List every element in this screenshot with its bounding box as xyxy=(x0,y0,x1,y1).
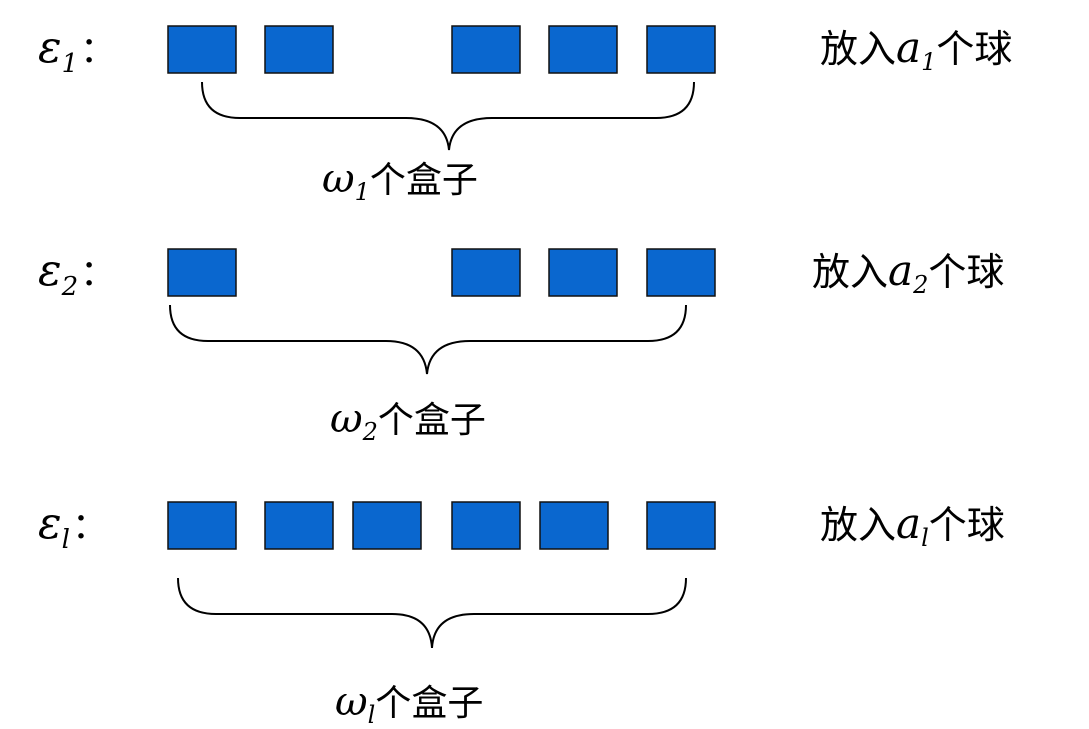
balls-suffix: 个球 xyxy=(929,503,1005,547)
boxes-text: 个盒子 xyxy=(378,400,486,441)
balls-symbol: a xyxy=(888,246,913,295)
omega-symbol: ω xyxy=(335,679,368,725)
box xyxy=(352,501,422,550)
box xyxy=(167,501,237,550)
box xyxy=(548,25,618,74)
balls-prefix: 放入 xyxy=(820,503,896,547)
level-label-1: ε1： xyxy=(38,22,116,79)
brace xyxy=(169,304,687,375)
box xyxy=(548,248,618,297)
box xyxy=(264,25,334,74)
level-subscript: 1 xyxy=(62,49,79,79)
balls-subscript: 1 xyxy=(921,48,936,76)
boxes-text: 个盒子 xyxy=(375,683,483,724)
box xyxy=(646,248,716,297)
omega-symbol: ω xyxy=(330,396,363,442)
level-symbol: ε xyxy=(38,245,62,296)
level-subscript: 2 xyxy=(61,272,79,302)
balls-symbol: a xyxy=(896,499,921,548)
level-label-l: εl： xyxy=(38,498,108,555)
brace-label-1: ω1个盒子 xyxy=(322,156,478,206)
omega-subscript: 1 xyxy=(355,178,370,206)
brace-label-2: ω2个盒子 xyxy=(330,396,486,446)
level-colon: ： xyxy=(80,30,116,71)
balls-symbol: a xyxy=(896,23,921,72)
brace xyxy=(201,81,695,151)
box xyxy=(646,501,716,550)
box xyxy=(167,25,237,74)
omega-symbol: ω xyxy=(322,156,355,202)
row-level-1: ε1： ω1个盒子 放入a1个球 xyxy=(38,22,1012,206)
row-level-l: εl： ωl个盒子 放入al个球 xyxy=(38,498,1005,729)
brace xyxy=(177,577,687,649)
brace-label-l: ωl个盒子 xyxy=(335,679,483,729)
balls-label-2: 放入a2个球 xyxy=(812,246,1004,299)
level-colon: ： xyxy=(72,506,108,547)
box xyxy=(451,25,521,74)
balls-subscript: l xyxy=(921,524,929,552)
balls-label-l: 放入al个球 xyxy=(820,499,1005,552)
box xyxy=(646,25,716,74)
box xyxy=(167,248,237,297)
row-level-2: ε2： ω2个盒子 放入a2个球 xyxy=(38,245,1004,446)
level-label-2: ε2： xyxy=(38,245,116,302)
level-symbol: ε xyxy=(38,498,62,549)
box xyxy=(539,501,609,550)
omega-subscript: l xyxy=(368,701,376,729)
level-symbol: ε xyxy=(38,22,62,73)
balls-suffix: 个球 xyxy=(928,250,1004,294)
box xyxy=(451,248,521,297)
box xyxy=(451,501,521,550)
balls-label-1: 放入a1个球 xyxy=(820,23,1012,76)
balls-subscript: 2 xyxy=(912,271,928,299)
box xyxy=(264,501,334,550)
level-subscript: l xyxy=(62,525,70,555)
balls-prefix: 放入 xyxy=(812,250,888,294)
balls-prefix: 放入 xyxy=(820,27,896,71)
balls-suffix: 个球 xyxy=(936,27,1012,71)
omega-subscript: 2 xyxy=(362,418,378,446)
boxes-text: 个盒子 xyxy=(370,160,478,201)
level-colon: ： xyxy=(80,253,116,294)
